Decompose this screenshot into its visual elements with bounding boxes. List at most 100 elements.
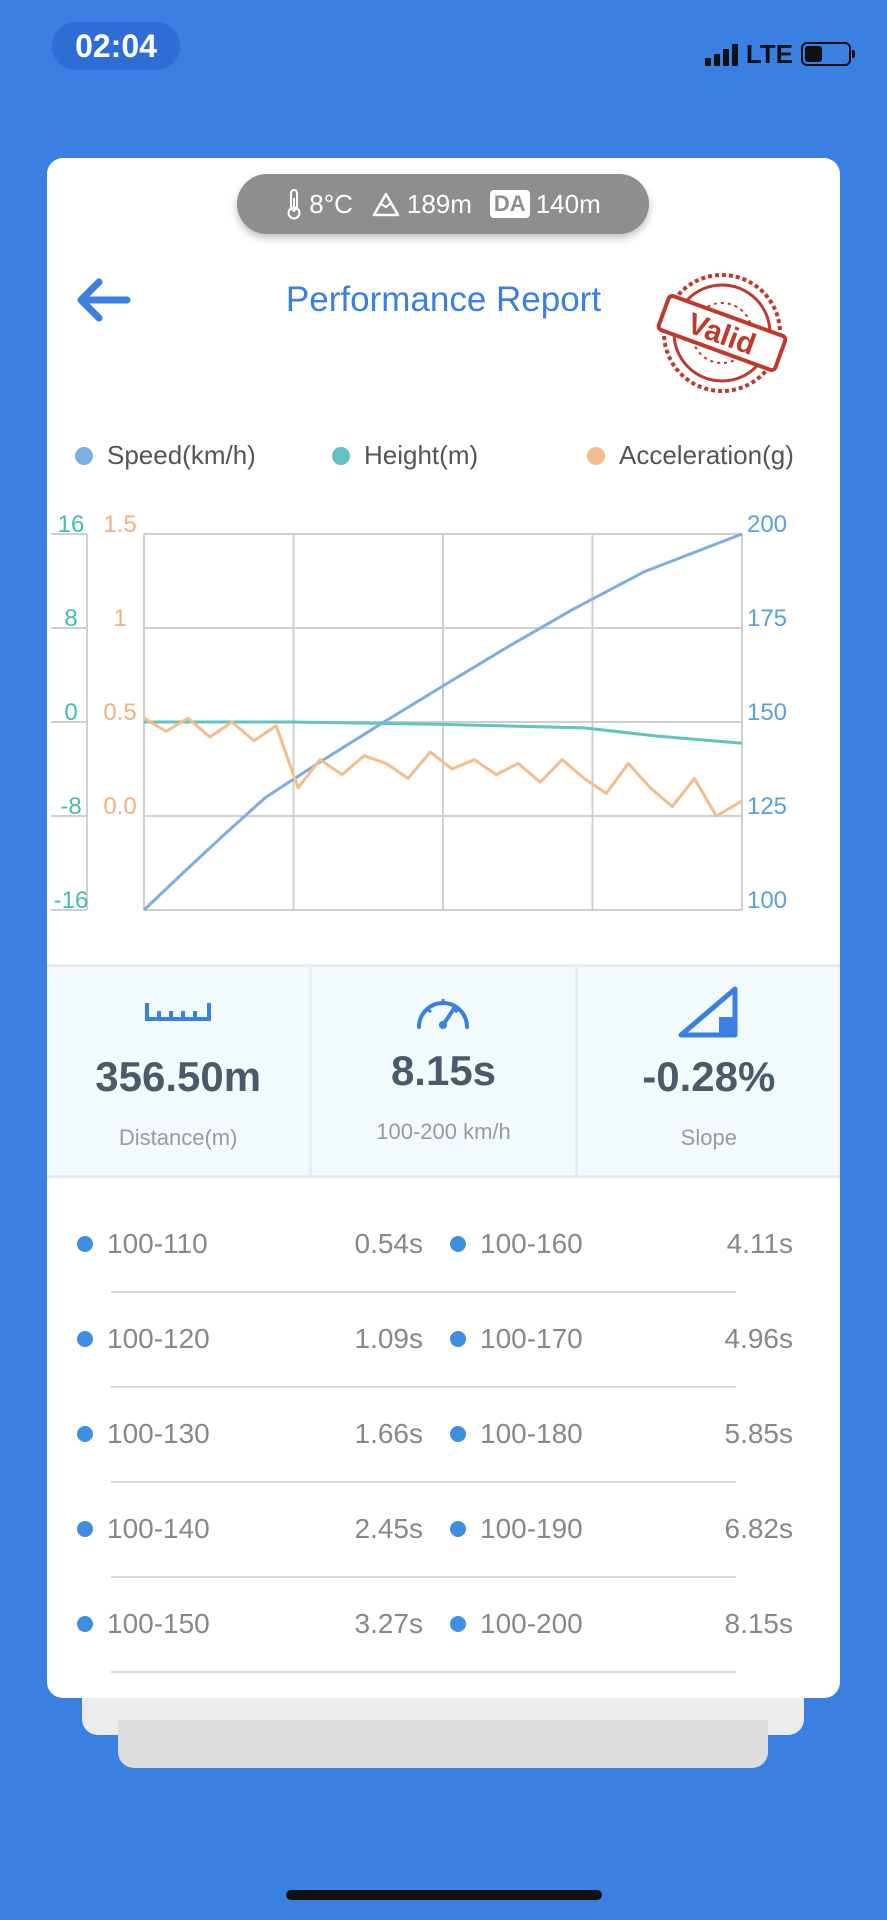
split-left: 100-140 bbox=[77, 1513, 210, 1545]
distance-value: 356.50m bbox=[95, 1053, 262, 1100]
split-left: 100-120 bbox=[77, 1323, 210, 1355]
time-value: 8.15s bbox=[390, 1047, 497, 1094]
altitude: 189m bbox=[371, 189, 472, 220]
split-right: 100-200 bbox=[450, 1608, 583, 1640]
split-divider bbox=[111, 1576, 736, 1578]
split-right: 100-160 bbox=[450, 1228, 583, 1260]
split-dot bbox=[450, 1616, 466, 1632]
split-right-time: 6.82s bbox=[724, 1513, 794, 1544]
height-tick-label: -8 bbox=[60, 793, 81, 820]
split-left-time: 1.66s bbox=[354, 1418, 424, 1449]
height-tick-label: 8 bbox=[64, 605, 77, 632]
slope-label: Slope bbox=[680, 1125, 737, 1150]
split-right: 100-180 bbox=[450, 1418, 583, 1450]
split-left-label: 100-150 bbox=[107, 1608, 210, 1639]
stat-distance: 356.50m Distance(m) bbox=[47, 967, 313, 1175]
split-right-time: 4.11s bbox=[726, 1228, 793, 1259]
legend-dot bbox=[75, 446, 93, 465]
environment-pill: 8°C 189m DA 140m bbox=[237, 174, 649, 234]
speed-tick-label: 150 bbox=[747, 699, 787, 726]
stat-slope: -0.28% Slope bbox=[577, 967, 840, 1175]
split-divider bbox=[111, 1386, 736, 1388]
page-title: Performance Report bbox=[285, 280, 602, 319]
split-dot bbox=[77, 1426, 93, 1442]
split-left-label: 100-130 bbox=[107, 1418, 210, 1449]
temperature-value: 8°C bbox=[309, 188, 353, 219]
series-line-acceleration bbox=[143, 716, 743, 818]
split-divider bbox=[111, 1481, 736, 1483]
split-right-label: 100-160 bbox=[480, 1228, 583, 1259]
split-right-label: 100-170 bbox=[480, 1323, 583, 1354]
split-right-label: 100-200 bbox=[480, 1608, 583, 1639]
acceleration-tick-label: 1 bbox=[113, 605, 126, 632]
speed-tick-label: 125 bbox=[747, 793, 787, 820]
legend-dot bbox=[332, 446, 350, 465]
speed-tick-label: 200 bbox=[747, 511, 787, 538]
slope-icon bbox=[678, 986, 738, 1038]
legend-label: Height(m) bbox=[364, 440, 479, 470]
performance-chart: 16 8 0 -8 -16 1.5 1 0.5 0.0 200 175 150 125 100 bbox=[51, 511, 787, 914]
series-line-height bbox=[144, 720, 743, 745]
split-right-time: 5.85s bbox=[724, 1418, 794, 1449]
stats-panel: 356.50m Distance(m) 8.15s 100-200 km/h bbox=[47, 964, 840, 1178]
back-button[interactable] bbox=[69, 270, 139, 330]
split-left-label: 100-120 bbox=[107, 1323, 210, 1354]
density-altitude: DA 140m bbox=[489, 188, 601, 220]
legend-item-acceleration: Acceleration(g) bbox=[587, 440, 794, 471]
split-times-list: 100-110 0.54s 100-160 4.11s 100-120 1.09s 100-… bbox=[47, 1198, 840, 1673]
speed-tick-label: 100 bbox=[747, 887, 787, 914]
split-dot bbox=[450, 1426, 466, 1442]
split-left-label: 100-110 bbox=[107, 1228, 208, 1259]
acceleration-tick-label: 0.5 bbox=[103, 699, 136, 726]
card-stack-shadow-back bbox=[118, 1720, 768, 1768]
status-indicators: LTE bbox=[704, 38, 855, 70]
height-tick-label: 16 bbox=[58, 511, 85, 538]
ruler-icon bbox=[145, 1003, 212, 1021]
split-right-time: 8.15s bbox=[724, 1608, 794, 1639]
split-dot bbox=[77, 1331, 93, 1347]
split-right-label: 100-190 bbox=[480, 1513, 583, 1544]
split-left: 100-110 bbox=[77, 1228, 208, 1260]
stat-time: 8.15s 100-200 km/h bbox=[312, 967, 578, 1175]
legend-label: Speed(km/h) bbox=[107, 440, 256, 470]
temperature: 8°C bbox=[285, 188, 353, 220]
split-right: 100-190 bbox=[450, 1513, 583, 1545]
signal-icon bbox=[704, 42, 738, 66]
split-row: 100-120 1.09s 100-170 4.96s bbox=[47, 1293, 840, 1388]
altitude-value: 189m bbox=[406, 188, 472, 219]
height-tick-label: 0 bbox=[64, 699, 77, 726]
acceleration-tick-label: 1.5 bbox=[103, 511, 136, 538]
split-left: 100-130 bbox=[77, 1418, 210, 1450]
home-indicator bbox=[286, 1890, 602, 1900]
thermometer-icon bbox=[287, 189, 301, 220]
report-card: 8°C 189m DA 140m Performance Report Vali bbox=[47, 158, 840, 1698]
split-dot bbox=[450, 1521, 466, 1537]
slope-value: -0.28% bbox=[642, 1053, 776, 1100]
legend-dot bbox=[587, 446, 605, 465]
split-dot bbox=[77, 1236, 93, 1252]
distance-label: Distance(m) bbox=[118, 1125, 238, 1150]
legend-item-height: Height(m) bbox=[332, 440, 478, 471]
split-left-time: 1.09s bbox=[354, 1323, 424, 1354]
arrow-left-icon bbox=[77, 278, 131, 322]
split-divider bbox=[111, 1671, 736, 1673]
speedometer-icon bbox=[417, 999, 470, 1029]
split-left: 100-150 bbox=[77, 1608, 210, 1640]
density-altitude-value: 140m bbox=[535, 188, 601, 219]
split-dot bbox=[77, 1616, 93, 1632]
split-dot bbox=[77, 1521, 93, 1537]
acceleration-tick-label: 0.0 bbox=[103, 793, 136, 820]
split-row: 100-140 2.45s 100-190 6.82s bbox=[47, 1483, 840, 1578]
split-left-time: 2.45s bbox=[354, 1513, 424, 1544]
mountain-icon bbox=[372, 192, 400, 217]
split-left-label: 100-140 bbox=[107, 1513, 210, 1544]
split-divider bbox=[111, 1291, 736, 1293]
battery-icon bbox=[801, 42, 855, 66]
split-row: 100-110 0.54s 100-160 4.11s bbox=[47, 1198, 840, 1293]
split-right: 100-170 bbox=[450, 1323, 583, 1355]
split-row: 100-150 3.27s 100-200 8.15s bbox=[47, 1578, 840, 1673]
status-time: 02:04 bbox=[52, 22, 180, 70]
legend-item-speed: Speed(km/h) bbox=[75, 440, 256, 471]
split-left-time: 0.54s bbox=[354, 1228, 424, 1259]
network-label: LTE bbox=[745, 38, 793, 69]
